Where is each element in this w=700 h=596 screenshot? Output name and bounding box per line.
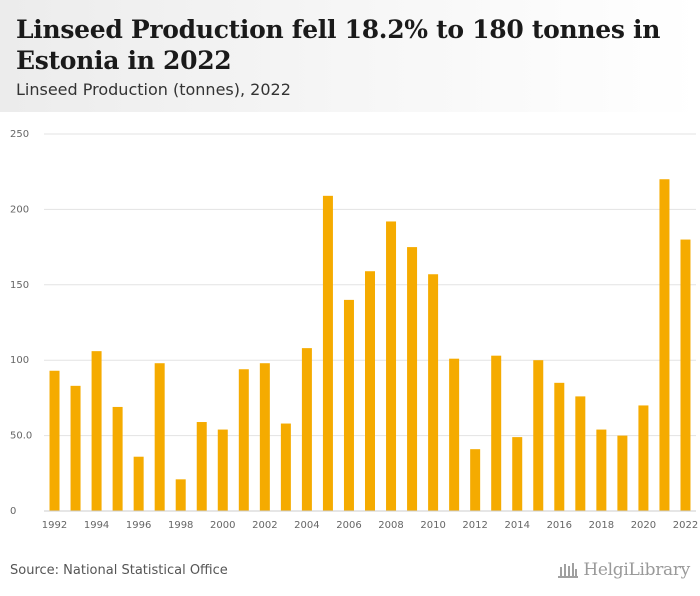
bar-2017 [575,396,586,511]
x-tick-label: 1992 [42,520,67,531]
x-tick-label: 2002 [252,520,277,531]
x-tick-label: 2004 [294,520,319,531]
bar-2009 [407,247,418,511]
bar-1996 [133,456,144,511]
bar-2005 [322,195,333,511]
bar-2003 [280,423,291,511]
chart-title: Linseed Production fell 18.2% to 180 ton… [16,15,661,75]
bar-2013 [491,355,502,511]
y-tick-label: 100 [10,355,29,366]
bar-2004 [301,348,312,511]
y-tick-label: 250 [10,129,29,140]
header-banner: Linseed Production fell 18.2% to 180 ton… [0,0,700,112]
bar-2016 [554,382,565,511]
x-tick-label: 2012 [462,520,487,531]
library-building-icon [558,563,579,578]
bar-1992 [49,370,60,511]
bar-1998 [175,479,186,511]
bar-2001 [238,369,249,511]
bar-1993 [70,385,81,511]
bar-2002 [259,363,270,511]
x-tick-label: 1996 [126,520,151,531]
bar-2012 [470,449,481,511]
x-tick-label: 2020 [631,520,656,531]
x-tick-label: 2016 [547,520,572,531]
x-tick-label: 1998 [168,520,193,531]
bar-2011 [449,358,460,511]
bar-chart: 0 50.0 100 150 200 250 1992 1994 1996 1998 2000 200… [10,129,698,531]
x-tick-label: 2018 [589,520,614,531]
bar-2010 [428,274,439,511]
bar-1997 [154,363,165,511]
x-tick-label: 2022 [673,520,698,531]
bar-2022 [680,239,691,511]
bar-2020 [638,405,649,511]
bar-2008 [386,221,397,511]
x-tick-label: 2000 [210,520,235,531]
y-tick-label: 50.0 [10,431,32,442]
bar-2018 [596,429,607,511]
x-tick-label: 2010 [420,520,445,531]
x-tick-label: 2006 [336,520,361,531]
bar-1994 [91,351,102,511]
y-tick-label: 0 [10,506,16,517]
logo-text: HelgiLibrary [583,560,690,580]
bar-2021 [659,179,670,512]
bar-2014 [512,437,523,511]
bar-2015 [533,360,544,511]
bar-1999 [196,422,207,511]
x-tick-label: 1994 [84,520,109,531]
source-note: Source: National Statistical Office [10,563,228,578]
bar-2000 [217,429,228,511]
y-tick-label: 200 [10,204,29,215]
bar-2019 [617,435,628,511]
x-tick-label: 2008 [378,520,403,531]
chart-subtitle: Linseed Production (tonnes), 2022 [16,80,291,99]
x-tick-label: 2014 [504,520,529,531]
bar-1995 [112,406,123,511]
bar-2007 [365,271,375,511]
y-tick-label: 150 [10,280,29,291]
bar-2006 [343,299,354,511]
helgi-library-logo: HelgiLibrary [557,560,690,580]
